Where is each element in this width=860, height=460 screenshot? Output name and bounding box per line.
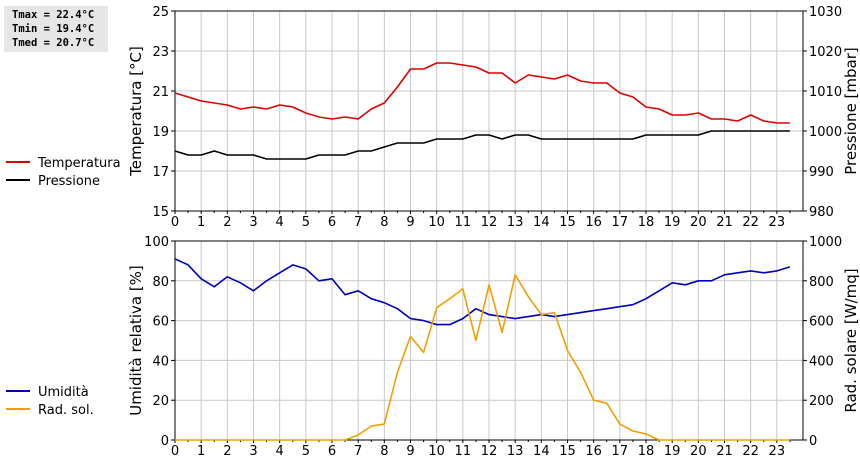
y2-tick-label: 200 [809, 394, 834, 409]
y2-tick-label: 1020 [809, 45, 842, 60]
x-tick-label: 15 [559, 444, 576, 459]
y-tick-label: 23 [152, 45, 169, 60]
x-tick-label: 14 [533, 444, 550, 459]
y2-tick-label: 1010 [809, 85, 842, 100]
y-tick-label: 21 [152, 85, 169, 100]
x-tick-label: 10 [428, 444, 445, 459]
y2-tick-label: 800 [809, 275, 834, 290]
y-axis-title: Umidità relativa [%] [127, 265, 145, 416]
x-tick-label: 5 [302, 444, 310, 459]
x-tick-label: 1 [197, 215, 205, 230]
x-tick-label: 17 [612, 444, 629, 459]
series-line-rad-sol [175, 273, 790, 441]
y2-tick-label: 980 [809, 205, 834, 220]
y-tick-label: 80 [152, 275, 169, 290]
x-tick-label: 6 [328, 444, 336, 459]
y2-tick-label: 1030 [809, 5, 842, 20]
x-tick-label: 18 [638, 215, 655, 230]
x-tick-label: 21 [716, 215, 733, 230]
series-line-temperatura [174, 62, 790, 124]
x-tick-label: 4 [276, 444, 284, 459]
x-tick-label: 0 [171, 215, 179, 230]
y-tick-label: 19 [152, 125, 169, 140]
x-tick-label: 1 [197, 444, 205, 459]
x-tick-label: 17 [612, 215, 629, 230]
x-tick-label: 10 [428, 215, 445, 230]
x-tick-label: 22 [742, 444, 759, 459]
stat-tmed: Tmed = 20.7°C [12, 37, 95, 49]
x-tick-label: 18 [638, 444, 655, 459]
x-tick-label: 23 [769, 215, 786, 230]
x-tick-label: 19 [664, 444, 681, 459]
plot-frame [174, 240, 804, 441]
x-tick-label: 16 [585, 215, 602, 230]
x-tick-label: 6 [328, 215, 336, 230]
x-tick-label: 20 [690, 444, 707, 459]
x-tick-label: 23 [769, 444, 786, 459]
x-tick-label: 9 [406, 444, 414, 459]
x-tick-label: 13 [507, 444, 524, 459]
x-tick-label: 0 [171, 444, 179, 459]
x-tick-label: 4 [276, 215, 284, 230]
x-tick-label: 13 [507, 215, 524, 230]
y-tick-label: 0 [161, 434, 169, 449]
x-tick-label: 9 [406, 215, 414, 230]
x-tick-label: 14 [533, 215, 550, 230]
legend-label: Umidità [38, 385, 89, 400]
x-tick-label: 20 [690, 215, 707, 230]
y2-tick-label: 400 [809, 354, 834, 369]
x-tick-label: 2 [223, 215, 231, 230]
y2-tick-label: 600 [809, 315, 834, 330]
legend-label: Temperatura [37, 156, 121, 171]
temperature-pressure-chart: 0 1 2 3 4 5 6 7 8 9 10 11 12 13 14 15 16 17 18 19 20 21 22 2315… [6, 5, 860, 230]
x-tick-label: 15 [559, 215, 576, 230]
plot-frame [174, 10, 804, 212]
y-axis-title: Temperatura [°C] [127, 46, 145, 177]
x-tick-label: 8 [380, 215, 388, 230]
y2-tick-label: 990 [809, 165, 834, 180]
x-tick-label: 19 [664, 215, 681, 230]
y-tick-label: 17 [152, 165, 169, 180]
x-tick-label: 5 [302, 215, 310, 230]
x-tick-label: 3 [249, 215, 257, 230]
x-tick-label: 11 [455, 444, 472, 459]
y-tick-label: 100 [144, 235, 169, 250]
x-tick-label: 8 [380, 444, 388, 459]
y2-tick-label: 1000 [809, 235, 842, 250]
y2-tick-label: 1000 [809, 125, 842, 140]
y2-tick-label: 0 [809, 434, 817, 449]
legend-label: Pressione [38, 174, 100, 189]
y-tick-label: 60 [152, 315, 169, 330]
stat-tmax: Tmax = 22.4°C [12, 9, 95, 21]
humidity-solar-chart: 0 1 2 3 4 5 6 7 8 9 10 11 12 13 14 15 16 17 18 19 20 21 22 2302… [6, 235, 860, 459]
stats-box: Tmax = 22.4°C Tmin = 19.4°C Tmed = 20.7°… [4, 6, 108, 52]
x-tick-label: 16 [585, 444, 602, 459]
x-tick-label: 7 [354, 215, 362, 230]
legend-label: Rad. sol. [38, 403, 94, 418]
x-tick-label: 2 [223, 444, 231, 459]
stat-tmin: Tmin = 19.4°C [12, 23, 95, 35]
series-line-pressione [174, 130, 790, 160]
x-tick-label: 12 [481, 444, 498, 459]
x-tick-label: 22 [742, 215, 759, 230]
y-tick-label: 15 [152, 205, 169, 220]
x-tick-label: 7 [354, 444, 362, 459]
x-tick-label: 11 [455, 215, 472, 230]
y2-axis-title: Rad. solare [W/mq] [842, 268, 860, 412]
x-tick-label: 3 [249, 444, 257, 459]
y2-axis-title: Pressione [mbar] [842, 47, 860, 175]
y-tick-label: 20 [152, 394, 169, 409]
y-tick-label: 40 [152, 354, 169, 369]
y-tick-label: 25 [152, 5, 169, 20]
x-tick-label: 12 [481, 215, 498, 230]
x-tick-label: 21 [716, 444, 733, 459]
